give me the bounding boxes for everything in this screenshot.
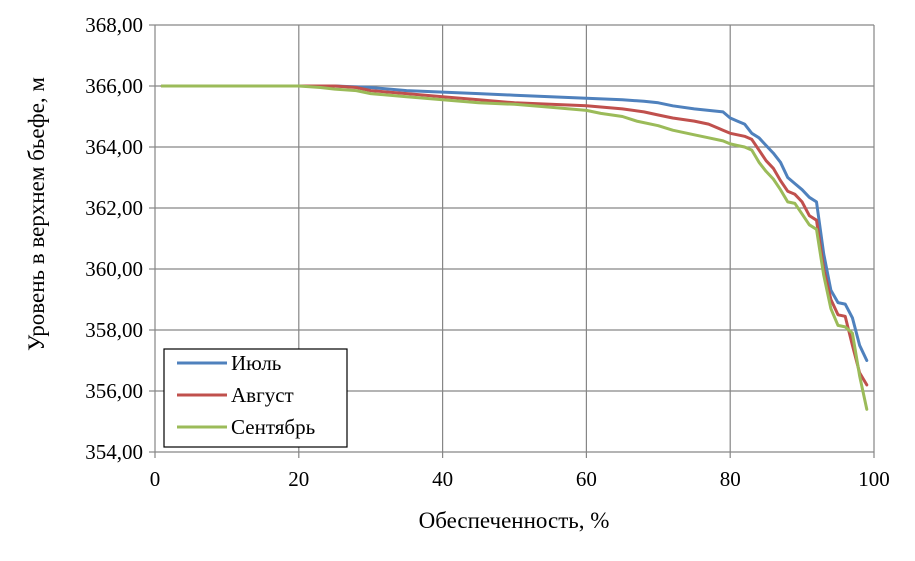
x-tick-label: 100 bbox=[858, 467, 890, 491]
series-line-1 bbox=[160, 84, 869, 362]
grid bbox=[149, 24, 875, 458]
y-tick-label: 366,00 bbox=[85, 74, 143, 98]
x-tick-label: 0 bbox=[150, 467, 161, 491]
y-tick-label: 362,00 bbox=[85, 196, 143, 220]
y-tick-labels: 354,00 356,00 358,00 360,00 362,00 364,00 366,… bbox=[85, 13, 143, 464]
y-tick-label: 356,00 bbox=[85, 379, 143, 403]
legend: Июль Август Сентябрь bbox=[163, 348, 348, 448]
x-tick-label: 40 bbox=[432, 467, 453, 491]
x-tick-label: 80 bbox=[720, 467, 741, 491]
legend-label: Август bbox=[231, 383, 294, 407]
legend-box bbox=[163, 348, 348, 448]
legend-label: Июль bbox=[231, 351, 281, 375]
y-tick-label: 360,00 bbox=[85, 257, 143, 281]
legend-items: Июль Август Сентябрь bbox=[177, 351, 315, 439]
y-axis-title: Уровень в верхнем бьефе, м bbox=[24, 77, 49, 351]
series-lines bbox=[160, 84, 869, 411]
y-tick-label: 364,00 bbox=[85, 135, 143, 159]
axes bbox=[154, 25, 874, 453]
x-tick-labels: 0 20 40 60 80 100 bbox=[150, 467, 890, 491]
series-line-3 bbox=[160, 84, 869, 411]
y-tick-label: 358,00 bbox=[85, 318, 143, 342]
x-axis-title: Обеспеченность, % bbox=[419, 508, 610, 533]
legend-label: Сентябрь bbox=[231, 415, 315, 439]
y-tick-label: 368,00 bbox=[85, 13, 143, 37]
y-tick-label: 354,00 bbox=[85, 440, 143, 464]
x-tick-label: 60 bbox=[576, 467, 597, 491]
x-tick-label: 20 bbox=[288, 467, 309, 491]
